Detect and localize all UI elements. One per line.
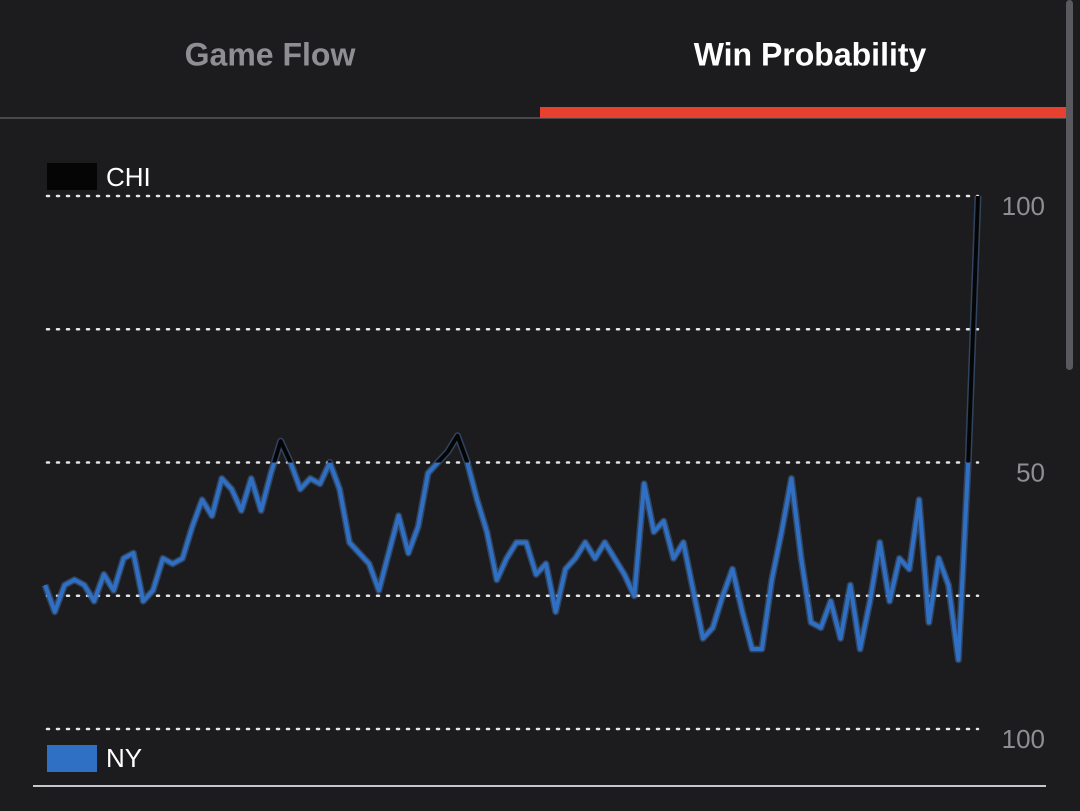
tab[interactable]: Game Flow: [185, 36, 356, 72]
y-tick-label: 100: [1002, 191, 1045, 221]
tab-divider: [0, 117, 1066, 119]
active-tab-indicator: [540, 107, 1066, 118]
y-tick-label: 50: [1016, 457, 1045, 487]
legend-label: NY: [106, 743, 142, 773]
scrollbar: [1066, 0, 1073, 370]
win-probability-line: [43, 195, 980, 662]
y-tick-label: 100: [1002, 724, 1045, 754]
legend-swatch: [47, 745, 97, 772]
tab[interactable]: Win Probability: [694, 36, 927, 72]
bottom-divider: [33, 785, 1046, 787]
legend-label: CHI: [106, 162, 151, 192]
legend-swatch: [47, 163, 97, 190]
